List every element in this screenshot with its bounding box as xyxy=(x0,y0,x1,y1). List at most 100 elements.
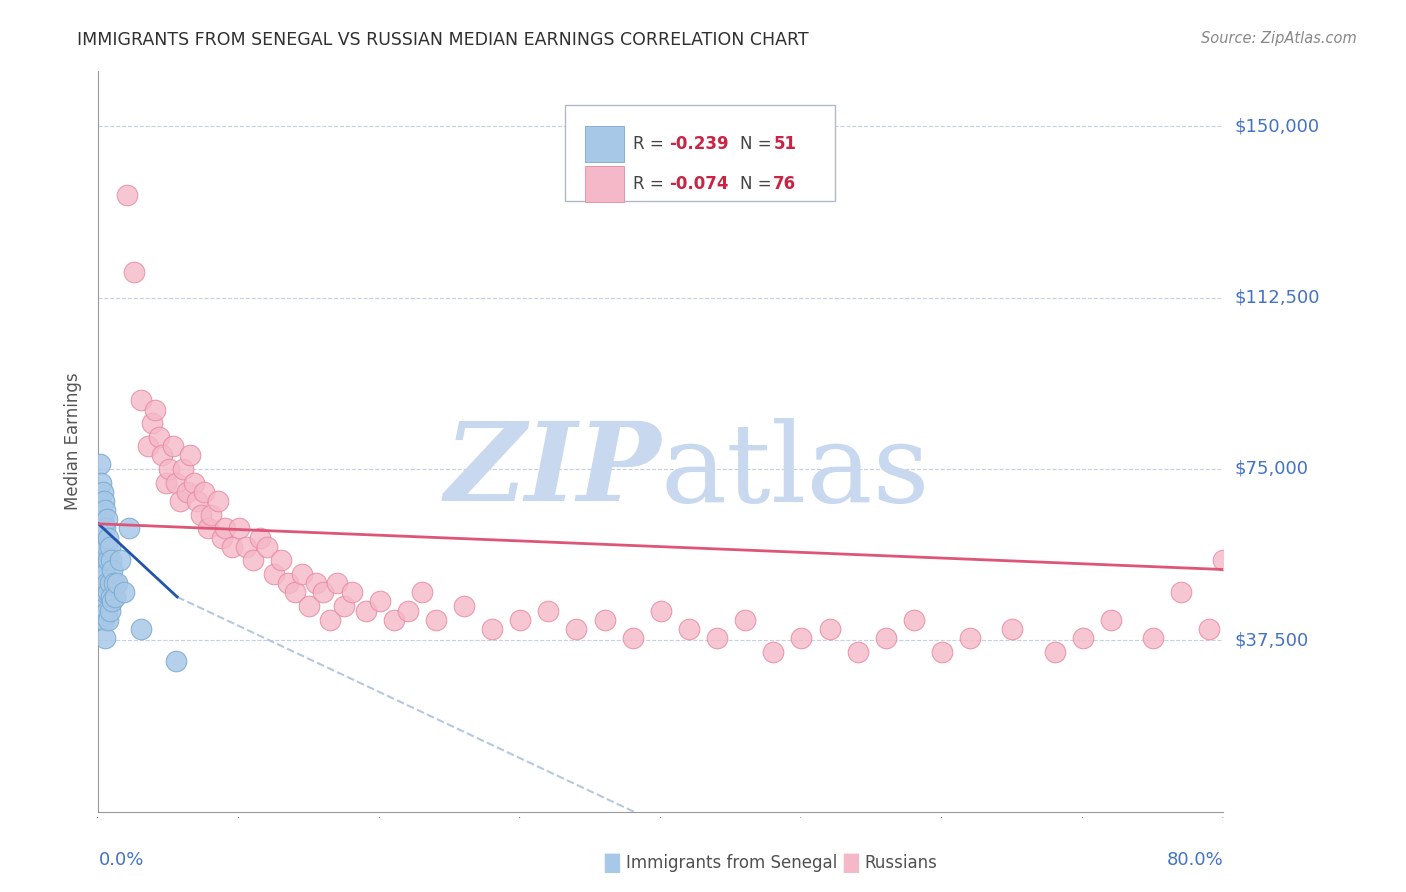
Point xyxy=(118,521,141,535)
Point xyxy=(89,458,111,472)
Point xyxy=(326,576,349,591)
Point xyxy=(650,604,672,618)
Point xyxy=(179,448,201,462)
Point xyxy=(734,613,756,627)
Point xyxy=(89,494,111,508)
Point xyxy=(678,622,700,636)
Text: 51: 51 xyxy=(773,135,796,153)
Point xyxy=(1170,585,1192,599)
Point xyxy=(94,585,117,599)
Point xyxy=(112,585,135,599)
Point xyxy=(305,576,328,591)
Point xyxy=(136,439,159,453)
Point xyxy=(94,521,117,535)
Point xyxy=(98,576,121,591)
Point xyxy=(98,604,121,618)
Point xyxy=(100,590,122,604)
Point xyxy=(89,521,111,535)
Text: $37,500: $37,500 xyxy=(1234,632,1309,649)
Point xyxy=(959,631,981,645)
Point xyxy=(93,590,115,604)
Text: $75,000: $75,000 xyxy=(1234,460,1309,478)
Point xyxy=(291,567,314,582)
Point xyxy=(94,503,117,517)
Text: R =: R = xyxy=(633,135,669,153)
FancyBboxPatch shape xyxy=(565,104,835,201)
Point xyxy=(90,508,112,522)
Text: $150,000: $150,000 xyxy=(1234,117,1319,136)
Text: █: █ xyxy=(844,854,859,873)
Y-axis label: Median Earnings: Median Earnings xyxy=(65,373,83,510)
Text: N =: N = xyxy=(740,175,776,193)
Point xyxy=(1001,622,1024,636)
Point xyxy=(90,585,112,599)
Point xyxy=(298,599,321,613)
Text: $112,500: $112,500 xyxy=(1234,289,1320,307)
Point xyxy=(101,594,124,608)
Text: █: █ xyxy=(605,854,620,873)
Point xyxy=(319,613,342,627)
Point xyxy=(256,540,278,554)
Point xyxy=(396,604,419,618)
Point xyxy=(621,631,644,645)
Point xyxy=(165,654,187,668)
FancyBboxPatch shape xyxy=(585,126,624,162)
Point xyxy=(122,265,145,279)
Point xyxy=(903,613,925,627)
Point xyxy=(91,540,114,554)
Point xyxy=(94,608,117,623)
Text: atlas: atlas xyxy=(661,417,931,524)
Text: R =: R = xyxy=(633,175,669,193)
Point xyxy=(186,494,208,508)
Point xyxy=(1043,645,1066,659)
Point xyxy=(93,544,115,558)
Text: IMMIGRANTS FROM SENEGAL VS RUSSIAN MEDIAN EARNINGS CORRELATION CHART: IMMIGRANTS FROM SENEGAL VS RUSSIAN MEDIA… xyxy=(77,31,808,49)
Point xyxy=(235,540,257,554)
Point xyxy=(207,494,229,508)
Point xyxy=(91,484,114,499)
Point xyxy=(96,576,118,591)
Point xyxy=(97,531,120,545)
Point xyxy=(242,553,264,567)
Point xyxy=(129,393,152,408)
Point xyxy=(100,553,122,567)
Point xyxy=(481,622,503,636)
Point xyxy=(176,484,198,499)
Point xyxy=(453,599,475,613)
Point xyxy=(165,475,187,490)
Point xyxy=(931,645,953,659)
Point xyxy=(105,576,128,591)
Point xyxy=(214,521,236,535)
Point xyxy=(411,585,433,599)
Point xyxy=(565,622,588,636)
Point xyxy=(96,540,118,554)
Point xyxy=(593,613,616,627)
Point xyxy=(340,585,363,599)
Point xyxy=(150,448,173,462)
Point xyxy=(162,439,184,453)
Point xyxy=(509,613,531,627)
Point xyxy=(790,631,813,645)
Point xyxy=(197,521,219,535)
Point xyxy=(263,567,285,582)
Point xyxy=(846,645,869,659)
Point xyxy=(284,585,307,599)
Text: 80.0%: 80.0% xyxy=(1167,851,1223,869)
Text: Source: ZipAtlas.com: Source: ZipAtlas.com xyxy=(1201,31,1357,46)
Point xyxy=(98,540,121,554)
Point xyxy=(104,590,127,604)
Point xyxy=(93,567,115,582)
Point xyxy=(90,531,112,545)
Point xyxy=(249,531,271,545)
Point xyxy=(141,417,163,431)
Point xyxy=(193,484,215,499)
Point xyxy=(169,494,191,508)
Text: Immigrants from Senegal: Immigrants from Senegal xyxy=(626,855,837,872)
Point xyxy=(1212,553,1234,567)
Text: ZIP: ZIP xyxy=(444,417,661,524)
Point xyxy=(221,540,243,554)
Text: -0.239: -0.239 xyxy=(669,135,728,153)
Point xyxy=(96,604,118,618)
Point xyxy=(211,531,233,545)
Point xyxy=(200,508,222,522)
